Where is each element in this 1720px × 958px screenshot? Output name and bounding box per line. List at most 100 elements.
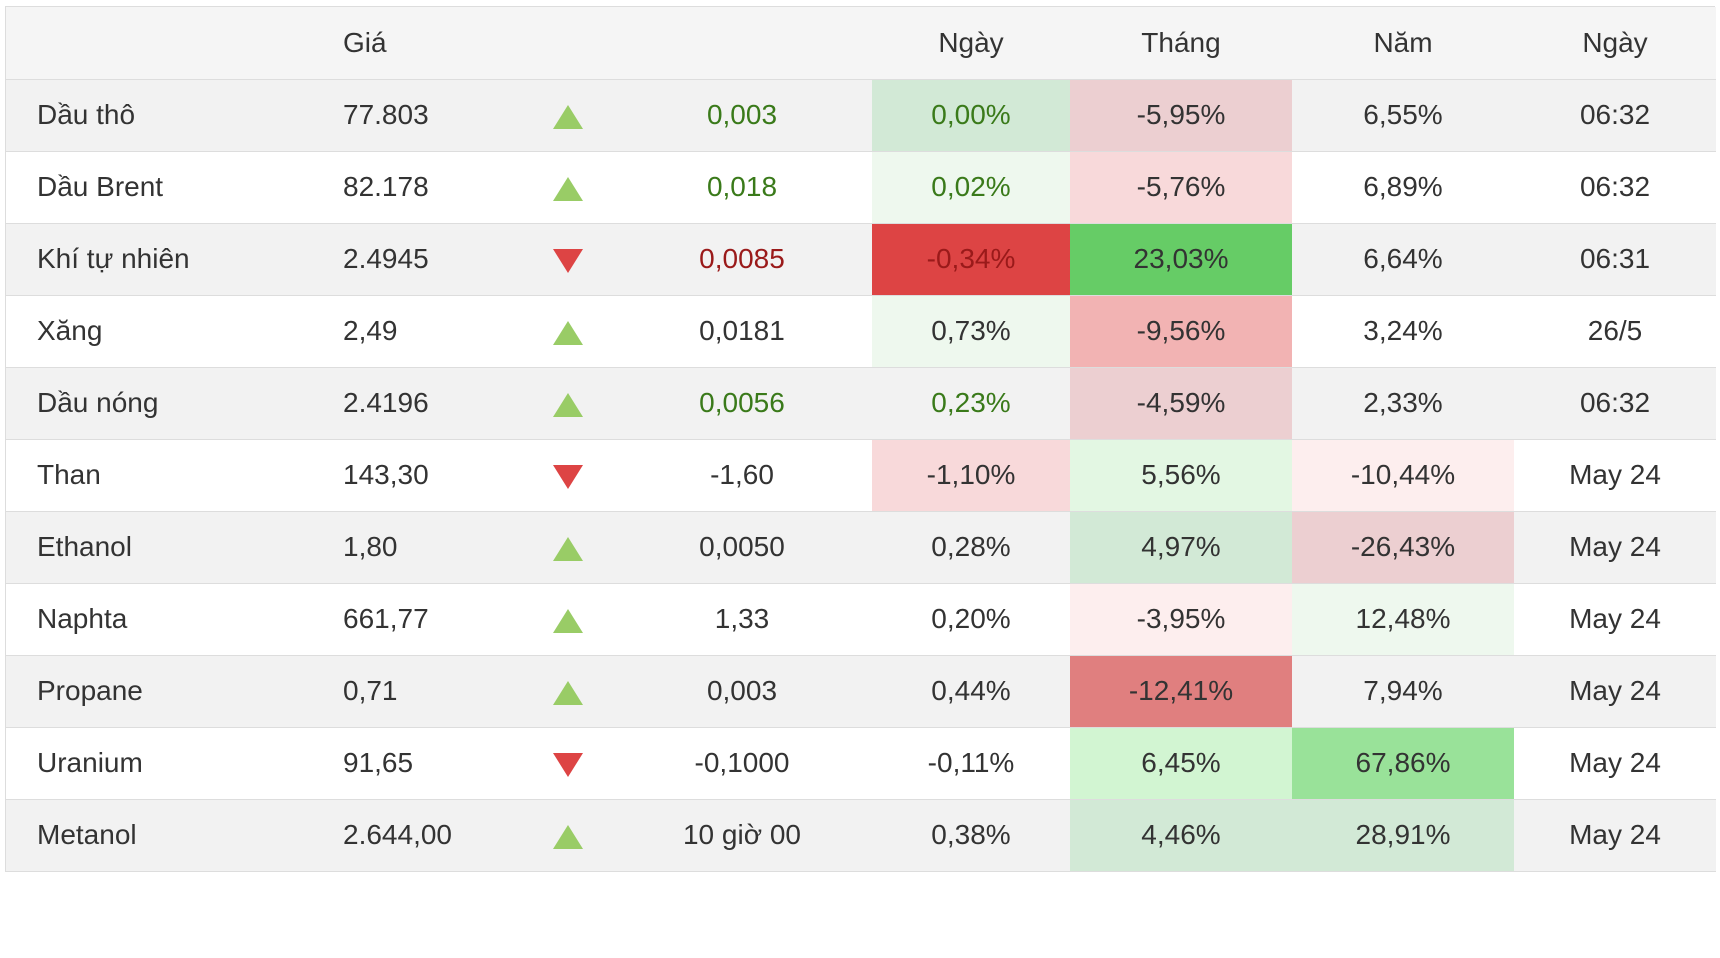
direction-cell xyxy=(524,799,612,872)
price-cell: 2.4196 xyxy=(306,367,524,440)
table-row[interactable]: Dầu thô 77.803 0,003 0,00% -5,95% 6,55% … xyxy=(6,79,1716,152)
table-row[interactable]: Khí tự nhiên 2.4945 0,0085 -0,34% 23,03%… xyxy=(6,223,1716,296)
arrow-down-icon xyxy=(553,464,583,489)
direction-cell xyxy=(524,439,612,512)
arrow-up-icon xyxy=(553,536,583,561)
change-cell: -1,60 xyxy=(612,439,872,512)
header-name[interactable] xyxy=(6,7,306,80)
table-row[interactable]: Than 143,30 -1,60 -1,10% 5,56% -10,44% M… xyxy=(6,439,1716,512)
month-percent-cell: -4,59% xyxy=(1070,367,1292,440)
year-percent-cell: 3,24% xyxy=(1292,295,1514,368)
day-percent-cell: 0,38% xyxy=(872,799,1070,872)
arrow-up-icon xyxy=(553,680,583,705)
month-percent-cell: 23,03% xyxy=(1070,223,1292,296)
change-cell: 0,0056 xyxy=(612,367,872,440)
price-cell: 2.4945 xyxy=(306,223,524,296)
table-row[interactable]: Uranium 91,65 -0,1000 -0,11% 6,45% 67,86… xyxy=(6,727,1716,800)
header-price[interactable]: Giá xyxy=(306,7,524,80)
direction-cell xyxy=(524,727,612,800)
direction-cell xyxy=(524,223,612,296)
year-percent-cell: 7,94% xyxy=(1292,655,1514,728)
table-row[interactable]: Xăng 2,49 0,0181 0,73% -9,56% 3,24% 26/5 xyxy=(6,295,1716,368)
price-cell: 2.644,00 xyxy=(306,799,524,872)
arrow-up-icon xyxy=(553,176,583,201)
month-percent-cell: 4,97% xyxy=(1070,511,1292,584)
year-percent-cell: 6,89% xyxy=(1292,151,1514,224)
month-percent-cell: -12,41% xyxy=(1070,655,1292,728)
year-percent-cell: 28,91% xyxy=(1292,799,1514,872)
commodity-name-link[interactable]: Ethanol xyxy=(6,511,306,584)
direction-cell xyxy=(524,151,612,224)
date-cell: May 24 xyxy=(1514,799,1716,872)
day-percent-cell: 0,44% xyxy=(872,655,1070,728)
commodity-name-link[interactable]: Than xyxy=(6,439,306,512)
table-header-row: Giá Ngày Tháng Năm Ngày xyxy=(6,7,1716,80)
table-row[interactable]: Dầu nóng 2.4196 0,0056 0,23% -4,59% 2,33… xyxy=(6,367,1716,440)
change-cell: 0,0050 xyxy=(612,511,872,584)
arrow-up-icon xyxy=(553,392,583,417)
price-cell: 661,77 xyxy=(306,583,524,656)
table-row[interactable]: Ethanol 1,80 0,0050 0,28% 4,97% -26,43% … xyxy=(6,511,1716,584)
year-percent-cell: -10,44% xyxy=(1292,439,1514,512)
arrow-up-icon xyxy=(553,320,583,345)
change-cell: 0,003 xyxy=(612,79,872,152)
commodity-name-link[interactable]: Uranium xyxy=(6,727,306,800)
year-percent-cell: -26,43% xyxy=(1292,511,1514,584)
date-cell: May 24 xyxy=(1514,655,1716,728)
day-percent-cell: 0,00% xyxy=(872,79,1070,152)
change-cell: 0,0181 xyxy=(612,295,872,368)
direction-cell xyxy=(524,295,612,368)
day-percent-cell: -0,34% xyxy=(872,223,1070,296)
change-cell: 0,0085 xyxy=(612,223,872,296)
change-cell: 1,33 xyxy=(612,583,872,656)
table-row[interactable]: Naphta 661,77 1,33 0,20% -3,95% 12,48% M… xyxy=(6,583,1716,656)
direction-cell xyxy=(524,367,612,440)
commodity-name-link[interactable]: Khí tự nhiên xyxy=(6,223,306,296)
commodity-name-link[interactable]: Dầu Brent xyxy=(6,151,306,224)
month-percent-cell: 6,45% xyxy=(1070,727,1292,800)
month-percent-cell: 4,46% xyxy=(1070,799,1292,872)
date-cell: 06:31 xyxy=(1514,223,1716,296)
header-day[interactable]: Ngày xyxy=(872,7,1070,80)
commodity-name-link[interactable]: Dầu nóng xyxy=(6,367,306,440)
commodity-table-container: Giá Ngày Tháng Năm Ngày Dầu thô 77.803 0… xyxy=(5,6,1716,872)
price-cell: 143,30 xyxy=(306,439,524,512)
direction-cell xyxy=(524,79,612,152)
date-cell: May 24 xyxy=(1514,727,1716,800)
change-cell: 0,003 xyxy=(612,655,872,728)
year-percent-cell: 67,86% xyxy=(1292,727,1514,800)
commodity-name-link[interactable]: Dầu thô xyxy=(6,79,306,152)
header-date[interactable]: Ngày xyxy=(1514,7,1716,80)
year-percent-cell: 12,48% xyxy=(1292,583,1514,656)
header-arrow xyxy=(524,7,612,80)
day-percent-cell: -0,11% xyxy=(872,727,1070,800)
table-row[interactable]: Metanol 2.644,00 10 giờ 00 0,38% 4,46% 2… xyxy=(6,799,1716,872)
date-cell: 26/5 xyxy=(1514,295,1716,368)
arrow-up-icon xyxy=(553,104,583,129)
commodity-name-link[interactable]: Naphta xyxy=(6,583,306,656)
date-cell: 06:32 xyxy=(1514,367,1716,440)
header-year[interactable]: Năm xyxy=(1292,7,1514,80)
header-month[interactable]: Tháng xyxy=(1070,7,1292,80)
month-percent-cell: 5,56% xyxy=(1070,439,1292,512)
table-row[interactable]: Propane 0,71 0,003 0,44% -12,41% 7,94% M… xyxy=(6,655,1716,728)
commodity-name-link[interactable]: Xăng xyxy=(6,295,306,368)
year-percent-cell: 6,55% xyxy=(1292,79,1514,152)
header-change[interactable] xyxy=(612,7,872,80)
month-percent-cell: -9,56% xyxy=(1070,295,1292,368)
year-percent-cell: 6,64% xyxy=(1292,223,1514,296)
date-cell: 06:32 xyxy=(1514,79,1716,152)
commodity-name-link[interactable]: Metanol xyxy=(6,799,306,872)
arrow-down-icon xyxy=(553,248,583,273)
table-body: Dầu thô 77.803 0,003 0,00% -5,95% 6,55% … xyxy=(6,79,1716,872)
date-cell: May 24 xyxy=(1514,439,1716,512)
price-cell: 77.803 xyxy=(306,79,524,152)
price-cell: 82.178 xyxy=(306,151,524,224)
table-row[interactable]: Dầu Brent 82.178 0,018 0,02% -5,76% 6,89… xyxy=(6,151,1716,224)
change-cell: 0,018 xyxy=(612,151,872,224)
commodity-name-link[interactable]: Propane xyxy=(6,655,306,728)
month-percent-cell: -3,95% xyxy=(1070,583,1292,656)
day-percent-cell: 0,20% xyxy=(872,583,1070,656)
price-cell: 2,49 xyxy=(306,295,524,368)
commodity-table: Giá Ngày Tháng Năm Ngày Dầu thô 77.803 0… xyxy=(6,7,1716,872)
